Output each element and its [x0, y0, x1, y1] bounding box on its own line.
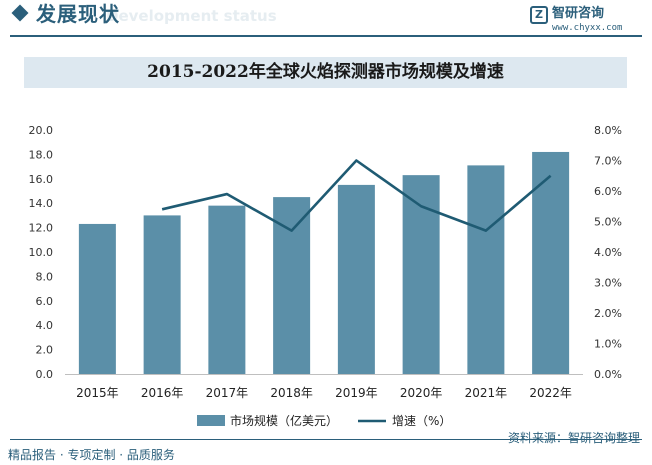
y-right-tick-label: 0.0%	[594, 368, 622, 381]
y-left-tick-label: 12.0	[29, 222, 54, 235]
y-left-tick-label: 18.0	[29, 148, 54, 161]
x-tick-label: 2017年	[206, 386, 249, 400]
brand: Z 智研咨询 www.chyxx.com	[530, 5, 640, 35]
legend-bar-swatch	[197, 415, 225, 426]
brand-name: 智研咨询	[552, 6, 605, 21]
y-right-tick-label: 4.0%	[594, 246, 622, 259]
chart-title-band: 2015-2022年全球火焰探测器市场规模及增速	[24, 57, 627, 88]
y-left-tick-label: 20.0	[29, 124, 54, 137]
y-left-tick-label: 8.0	[36, 270, 54, 283]
y-left-tick-label: 14.0	[29, 197, 54, 210]
legend-bar-label: 市场规模（亿美元）	[230, 413, 338, 428]
y-right-tick-label: 6.0%	[594, 185, 622, 198]
y-left-tick-label: 10.0	[29, 246, 54, 259]
bar	[532, 151, 570, 374]
y-right-tick-label: 2.0%	[594, 307, 622, 320]
brand-logo-icon: Z	[530, 6, 548, 24]
x-tick-label: 2016年	[141, 386, 184, 400]
bar	[402, 175, 440, 374]
y-left-tick-label: 0.0	[36, 368, 54, 381]
y-left-tick-label: 16.0	[29, 173, 54, 186]
x-tick-label: 2018年	[270, 386, 313, 400]
section-subtitle: Development status	[106, 7, 277, 25]
source-note: 资料来源：智研咨询整理	[507, 431, 640, 445]
x-tick-label: 2020年	[400, 386, 443, 400]
footer-tagline: 精品报告 · 专项定制 · 品质服务	[8, 448, 175, 462]
bar	[78, 223, 116, 374]
y-left-tick-label: 6.0	[36, 295, 54, 308]
footer-divider	[10, 439, 642, 440]
brand-url: www.chyxx.com	[552, 23, 623, 33]
x-tick-label: 2015年	[76, 386, 119, 400]
bar	[273, 197, 311, 374]
legend-line-label: 增速（%）	[392, 414, 451, 428]
bar	[208, 205, 246, 374]
header-divider	[10, 35, 642, 37]
y-right-tick-label: 1.0%	[594, 338, 622, 351]
y-left-tick-label: 4.0	[36, 319, 54, 332]
y-right-tick-label: 3.0%	[594, 277, 622, 290]
bar	[467, 165, 505, 374]
section-title: 发展现状	[36, 2, 120, 26]
x-tick-label: 2021年	[465, 386, 508, 400]
y-left-tick-label: 2.0	[36, 344, 54, 357]
y-right-tick-label: 5.0%	[594, 216, 622, 229]
page-header: Development status 发展现状 Z 智研咨询 www.chyxx…	[0, 0, 652, 37]
growth-line	[161, 159, 552, 232]
chart-title: 2015-2022年全球火焰探测器市场规模及增速	[147, 62, 504, 82]
x-tick-label: 2019年	[335, 386, 378, 400]
y-right-tick-label: 8.0%	[594, 124, 622, 137]
bar	[143, 215, 181, 374]
y-right-tick-label: 7.0%	[594, 155, 622, 168]
bar	[337, 184, 375, 374]
x-tick-label: 2022年	[529, 386, 572, 400]
